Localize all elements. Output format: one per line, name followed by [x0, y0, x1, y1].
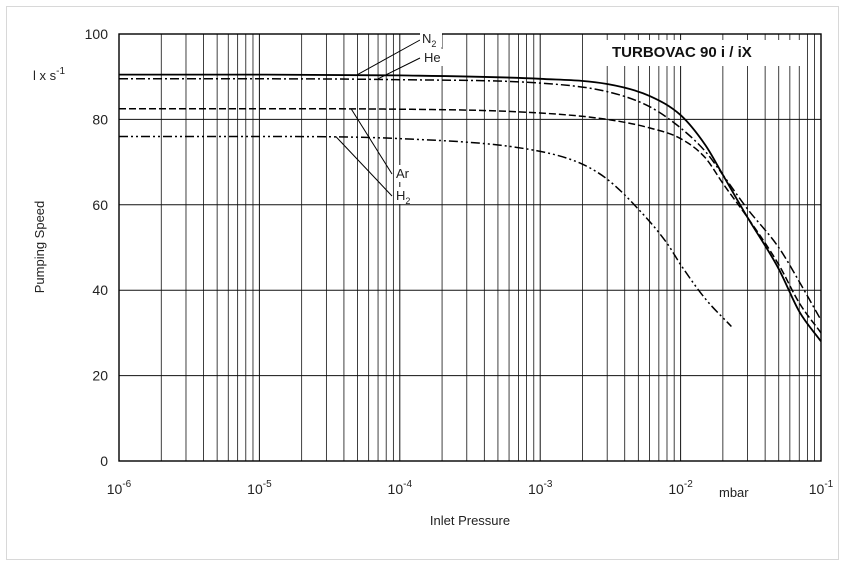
- series-layer: [118, 73, 822, 342]
- legend-label-n2-bg: [420, 30, 442, 47]
- tick-labels: 0 20 40 60 80 100 10-6 10-5 10-4 10-3 10-2 10-1: [85, 26, 834, 497]
- leader-ar: [350, 108, 393, 175]
- x-tick-label: 10-4: [388, 479, 413, 497]
- chart-title: TURBOVAC 90 i / iX: [612, 44, 752, 61]
- chart-frame: [6, 6, 839, 560]
- x-axis-unit: mbar: [719, 485, 749, 500]
- y-axis-label: Pumping Speed: [32, 201, 47, 294]
- legend-label-ar-bg: [394, 165, 416, 182]
- x-tick-label: 10-5: [247, 479, 272, 497]
- series-line-n2: [118, 73, 822, 342]
- legend-label-h2: H2: [396, 188, 410, 206]
- series-line-h2: [119, 135, 732, 328]
- y-axis-unit-exponent: -1: [56, 66, 65, 77]
- x-tick-label: 10-1: [809, 479, 834, 497]
- plot-border: [118, 33, 822, 462]
- leader-h2: [335, 136, 393, 197]
- x-axis-label: Inlet Pressure: [430, 513, 510, 528]
- y-tick-label: 40: [92, 282, 108, 298]
- grid: [118, 33, 822, 462]
- legend-label-ar: Ar: [396, 166, 410, 181]
- leader-he: [377, 57, 421, 80]
- series-line-he: [119, 78, 822, 321]
- legend-label-he-bg: [422, 49, 444, 66]
- leader-n2: [357, 39, 421, 76]
- y-axis-unit-base: l x s: [33, 68, 57, 83]
- series-line-ar: [119, 107, 822, 334]
- y-tick-label: 20: [92, 368, 108, 384]
- x-tick-label: 10-3: [528, 479, 553, 497]
- y-tick-label: 60: [92, 197, 108, 213]
- y-tick-label: 100: [85, 26, 109, 42]
- chart-title-box: TURBOVAC 90 i / iX: [604, 40, 800, 66]
- y-axis-unit: l x s-1: [33, 66, 65, 83]
- legend-label-n2: N2: [422, 31, 436, 49]
- y-tick-label: 80: [92, 111, 108, 127]
- x-tick-label: 10-2: [668, 479, 693, 497]
- legend-label-h2-bg: [394, 187, 416, 204]
- y-tick-label: 0: [100, 453, 108, 469]
- legend-label-he: He: [424, 50, 441, 65]
- x-tick-label: 10-6: [107, 479, 132, 497]
